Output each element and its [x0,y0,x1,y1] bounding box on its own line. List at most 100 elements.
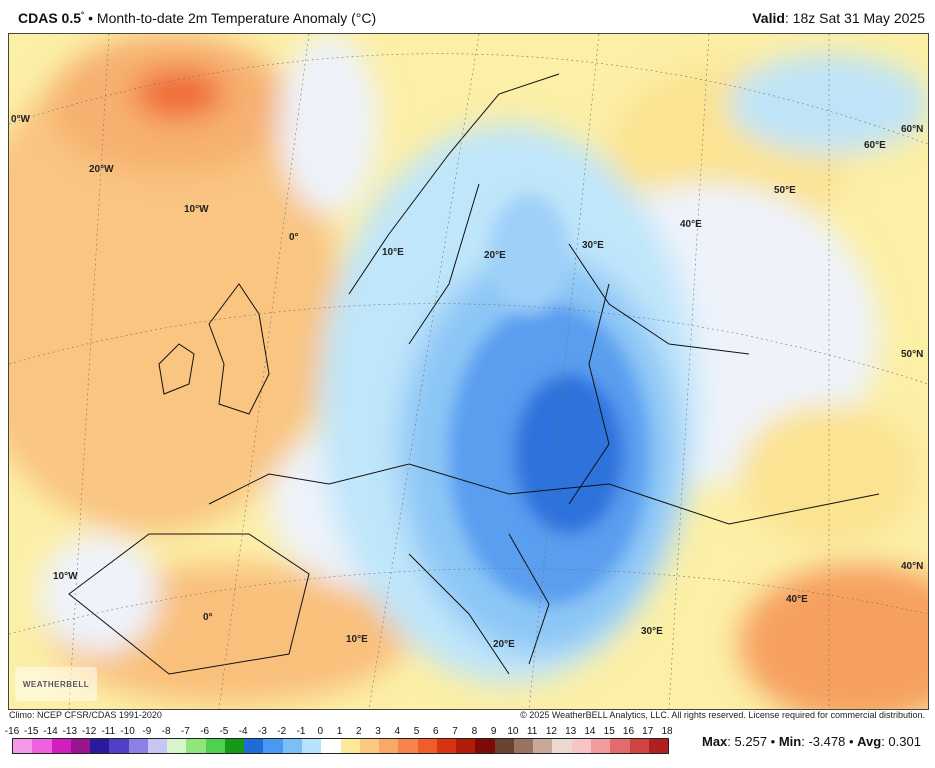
colorbar-tick-label: 8 [471,726,478,737]
colorbar-swatch [90,739,110,753]
colorbar-tick-label: -9 [142,726,152,737]
colorbar-tick-label: 15 [603,726,615,737]
colorbar-swatch [379,739,399,753]
colorbar-tick-label: -14 [43,726,58,737]
lon-label: 10°E [346,634,368,645]
lon-label: 0°W [11,114,30,125]
colorbar-tick-label: -5 [219,726,229,737]
colorbar-swatch [513,739,534,753]
valid-time: Valid: 18z Sat 31 May 2025 [752,10,925,26]
colorbar-swatch [648,739,669,753]
colorbar-tick-label: -8 [161,726,171,737]
colorbar-tick-label: 17 [642,726,654,737]
colorbar-swatch [629,739,649,753]
colorbar-swatch [552,739,572,753]
colorbar-tick-label: 2 [355,726,362,737]
lon-label: 0° [289,232,299,243]
lon-label: 50°E [774,185,796,196]
colorbar-swatch [224,739,245,753]
colorbar-tick-label: 12 [545,726,557,737]
lon-label: 20°E [493,639,515,650]
lon-label: 10°W [53,571,78,582]
colorbar-swatch [301,739,322,753]
colorbar-tick-label: 4 [394,726,401,737]
anomaly-map: 0°W 20°W 10°W 0° 10°E 20°E 30°E 40°E 50°… [8,33,929,710]
colorbar-tick-label: 3 [375,726,381,737]
colorbar-swatch [571,739,591,753]
colorbar-tick-label: 16 [622,726,635,737]
lon-label: 40°E [680,219,702,230]
colorbar-tick-label: -15 [24,726,39,737]
colorbar-swatch [147,739,168,753]
product-name: Month-to-date 2m Temperature Anomaly (°C… [96,10,377,26]
colorbar-ticks: -16 -15 -14 -13 -12 -11 -10 -9 -8 -7 -6 -5 -4 -3 -2 -1 0… [5,726,673,738]
colorbar-swatch [321,739,341,753]
model-name: CDAS 0.5° [18,10,85,26]
colorbar-tick-label: -11 [101,726,116,737]
colorbar-tick-label: 14 [584,726,596,737]
colorbar-tick-label: -16 [4,726,20,737]
colorbar-tick-label: 9 [490,726,497,737]
lon-label: 20°W [89,164,114,175]
stats: Max: 5.257 • Min: -3.478 • Avg: 0.301 [702,734,921,749]
lon-label: 20°E [484,250,506,261]
lon-label: 10°E [382,247,404,258]
colorbar-swatch [263,739,283,753]
colorbar-tick-label: 10 [507,726,519,737]
colorbar-tick-label: 18 [661,726,673,737]
colorbar-swatch [51,739,71,753]
colorbar-tick-label: 7 [452,726,458,737]
colorbar-tick-label: -6 [200,726,210,737]
colorbar-swatch [417,739,437,753]
colorbar-swatch [282,739,302,753]
colorbar-swatch [456,739,476,753]
colorbar-tick-label: 1 [336,726,343,737]
lon-label: 30°E [582,240,604,251]
colorbar-tick-label: -10 [120,726,135,737]
colorbar-swatch [398,739,418,753]
colorbar [12,738,669,754]
lon-label: 30°E [641,626,663,637]
colorbar-swatch [340,739,360,753]
lon-label: 40°E [786,594,808,605]
colorbar-tick-label: -7 [180,726,190,737]
lon-label: 0° [203,612,213,623]
colorbar-swatch [610,739,630,753]
colorbar-tick-label: 5 [413,726,420,737]
colorbar-tick-label: -12 [81,726,97,737]
colorbar-swatch [32,739,52,753]
colorbar-tick-label: 13 [565,726,577,737]
colorbar-tick-label: -3 [257,726,267,737]
max-value: : 5.257 [727,734,768,749]
colorbar-swatch [475,739,495,753]
colorbar-swatch [436,739,457,753]
colorbar-swatch [533,739,553,753]
colorbar-tick-label: -2 [277,726,287,737]
lon-label: 60°E [864,140,886,151]
lat-label: 40°N [901,561,924,572]
avg-value: : 0.301 [881,734,921,749]
copyright-note: © 2025 WeatherBELL Analytics, LLC. All r… [520,710,925,720]
colorbar-swatch [186,739,206,753]
colorbar-swatch [244,739,264,753]
colorbar-swatch [128,739,148,753]
map-title: CDAS 0.5° • Month-to-date 2m Temperature… [18,10,377,26]
colorbar-swatch [359,739,380,753]
colorbar-swatch [70,739,91,753]
colorbar-tick-label: -1 [296,726,306,737]
colorbar-swatch [494,739,514,753]
lon-label: 10°W [184,204,209,215]
colorbar-swatch [109,739,129,753]
climo-note: Climo: NCEP CFSR/CDAS 1991-2020 [9,710,162,720]
colorbar-swatch [205,739,225,753]
lat-label: 60°N [901,124,924,135]
colorbar-tick-label: 6 [433,726,439,737]
weatherbell-logo: WEATHERBELL [15,667,97,701]
colorbar-tick-label: 0 [317,726,324,737]
lat-label: 50°N [901,349,924,360]
colorbar-tick-label: -4 [238,726,248,737]
colorbar-swatch [590,739,611,753]
colorbar-tick-label: -13 [62,726,78,737]
min-value: : -3.478 [801,734,846,749]
colorbar-swatch [13,739,33,753]
